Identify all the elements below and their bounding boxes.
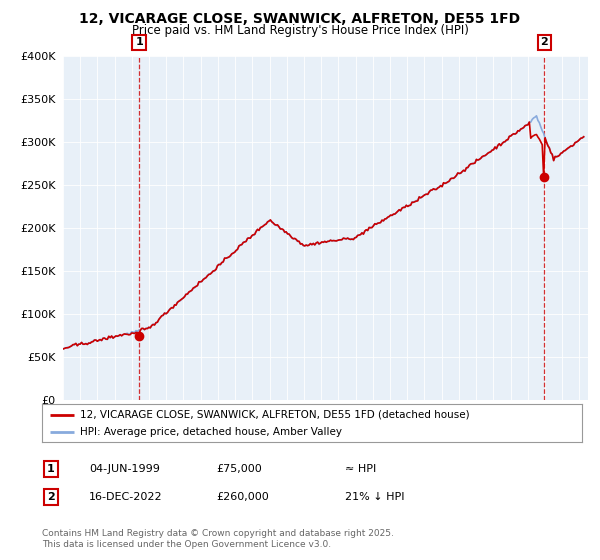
Text: ≈ HPI: ≈ HPI [345,464,376,474]
Text: 16-DEC-2022: 16-DEC-2022 [89,492,163,502]
Text: 2: 2 [541,38,548,48]
Text: 21% ↓ HPI: 21% ↓ HPI [345,492,404,502]
Text: 1: 1 [47,464,55,474]
Text: 12, VICARAGE CLOSE, SWANWICK, ALFRETON, DE55 1FD (detached house): 12, VICARAGE CLOSE, SWANWICK, ALFRETON, … [80,409,469,419]
Text: 1: 1 [135,38,143,48]
Text: 2: 2 [47,492,55,502]
Text: £75,000: £75,000 [216,464,262,474]
Text: 04-JUN-1999: 04-JUN-1999 [89,464,160,474]
Text: 12, VICARAGE CLOSE, SWANWICK, ALFRETON, DE55 1FD: 12, VICARAGE CLOSE, SWANWICK, ALFRETON, … [79,12,521,26]
Text: Price paid vs. HM Land Registry's House Price Index (HPI): Price paid vs. HM Land Registry's House … [131,24,469,37]
Text: £260,000: £260,000 [216,492,269,502]
Text: Contains HM Land Registry data © Crown copyright and database right 2025.
This d: Contains HM Land Registry data © Crown c… [42,529,394,549]
Text: HPI: Average price, detached house, Amber Valley: HPI: Average price, detached house, Ambe… [80,427,342,437]
